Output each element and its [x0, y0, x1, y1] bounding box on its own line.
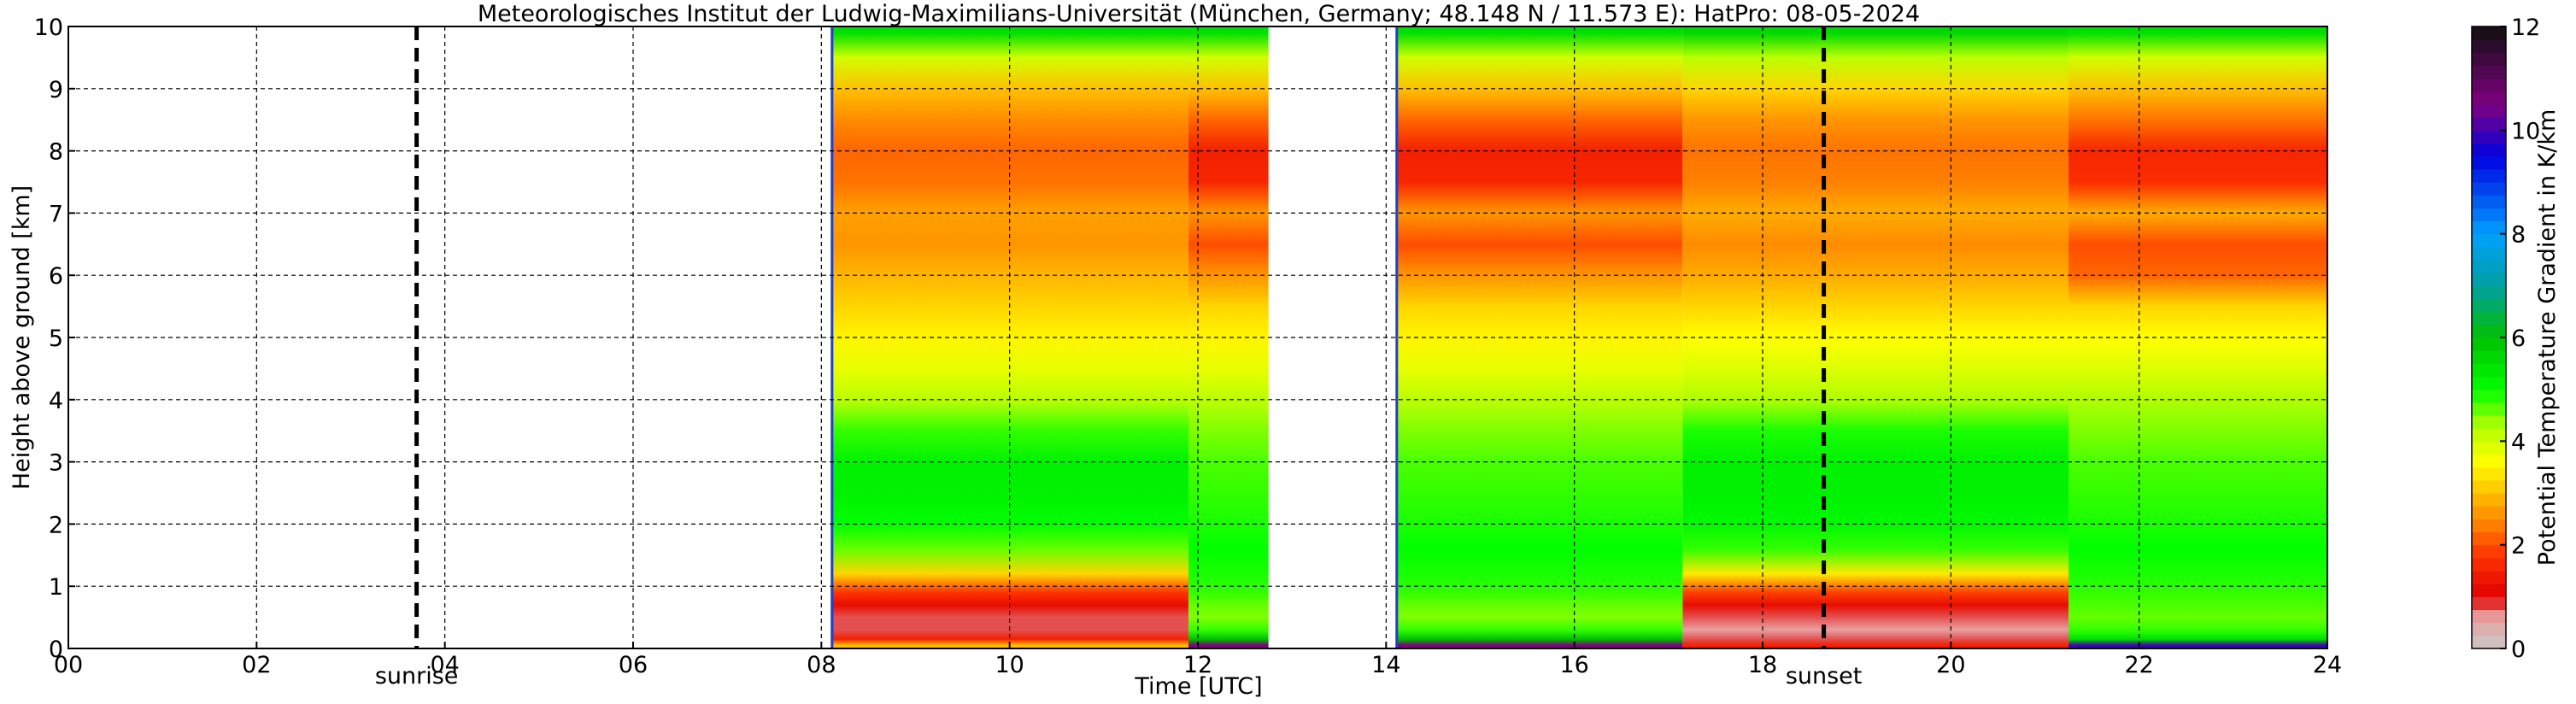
y-tick-label: 0	[49, 637, 63, 663]
y-axis: 0 1 2 3 4 5 6 7 8 9 10	[34, 15, 75, 663]
colorbar-tick-label: 8	[2511, 222, 2526, 249]
colorbar-segment	[2472, 531, 2506, 546]
x-tick-label: 10	[995, 652, 1024, 678]
colorbar-label: Potential Temperature Gradient in K/km	[2534, 109, 2561, 566]
colorbar-segment	[2472, 454, 2506, 468]
y-tick-label: 8	[49, 139, 63, 166]
x-axis-label: Time [UTC]	[1134, 673, 1262, 700]
x-tick-label: 12	[1183, 652, 1212, 678]
colorbar-segment	[2472, 622, 2506, 637]
colorbar-segment	[2472, 52, 2506, 67]
grid-layer	[68, 26, 2327, 648]
colorbar-segment	[2472, 402, 2506, 416]
y-tick-label: 9	[49, 77, 63, 103]
colorbar-segment	[2472, 584, 2506, 597]
colorbar-segment	[2472, 273, 2506, 286]
colorbar-segment	[2472, 544, 2506, 559]
colorbar-tick-label: 12	[2511, 15, 2540, 41]
x-tick-label: 00	[54, 652, 83, 678]
colorbar-segment	[2472, 609, 2506, 624]
y-tick-label: 3	[49, 450, 63, 477]
colorbar-segment	[2472, 208, 2506, 222]
colorbar-segment	[2472, 298, 2506, 313]
colorbar-tick-label: 2	[2511, 533, 2526, 560]
y-axis-label: Height above ground [km]	[9, 185, 35, 490]
colorbar-segment	[2472, 466, 2506, 481]
colorbar-segment	[2472, 39, 2506, 53]
colorbar-segment	[2472, 311, 2506, 326]
colorbar-segment	[2472, 571, 2506, 584]
colorbar-segment	[2472, 441, 2506, 455]
x-axis: 00 02 04 06 08 10 12 14 16 18 20 22 24	[54, 642, 2342, 678]
x-tick-label: 22	[2124, 652, 2153, 678]
x-tick-label: 24	[2313, 652, 2342, 678]
colorbar-segment	[2472, 117, 2506, 131]
colorbar-segment	[2472, 195, 2506, 208]
x-tick-label: 14	[1371, 652, 1400, 678]
colorbar-segment	[2472, 104, 2506, 118]
colorbar: 0 2 4 6 8 10 12	[2471, 15, 2540, 663]
colorbar-segment	[2472, 389, 2506, 403]
colorbar-segment	[2472, 493, 2506, 507]
y-tick-label: 1	[49, 574, 63, 601]
y-tick-label: 10	[34, 15, 63, 41]
x-tick-label: 04	[430, 652, 459, 678]
x-tick-label: 08	[807, 652, 836, 678]
colorbar-segment	[2472, 428, 2506, 442]
colorbar-segment	[2472, 78, 2506, 92]
colorbar-segment	[2472, 246, 2506, 261]
colorbar-segment	[2472, 143, 2506, 157]
colorbar-segment	[2472, 635, 2506, 649]
colorbar-segment	[2472, 65, 2506, 79]
sun-markers: sunrise sunset	[375, 26, 1863, 689]
colorbar-segment	[2472, 337, 2506, 351]
colorbar-segment	[2472, 26, 2506, 40]
x-tick-label: 06	[619, 652, 648, 678]
colorbar-segment	[2472, 376, 2506, 390]
colorbar-segment	[2472, 479, 2506, 494]
segment-edge	[1395, 26, 1399, 648]
colorbar-segment	[2472, 415, 2506, 429]
colorbar-tick-label: 10	[2511, 118, 2540, 144]
chart-title: Meteorologisches Institut der Ludwig-Max…	[478, 1, 1920, 27]
colorbar-segment	[2472, 596, 2506, 611]
colorbar-segment	[2472, 557, 2506, 572]
y-tick-label: 2	[49, 512, 63, 538]
colorbar-segment	[2472, 363, 2506, 378]
colorbar-segment	[2472, 324, 2506, 338]
x-tick-label: 16	[1559, 652, 1588, 678]
y-tick-label: 4	[49, 388, 63, 414]
colorbar-segment	[2472, 91, 2506, 105]
colorbar-tick-label: 4	[2511, 429, 2526, 455]
colorbar-segment	[2472, 260, 2506, 273]
sunrise-label: sunrise	[375, 663, 459, 689]
colorbar-segment	[2472, 220, 2506, 235]
colorbar-segment	[2472, 285, 2506, 300]
colorbar-segment	[2472, 506, 2506, 519]
colorbar-segment	[2472, 350, 2506, 364]
colorbar-segment	[2472, 182, 2506, 196]
colorbar-tick-label: 6	[2511, 326, 2526, 352]
colorbar-segment	[2472, 233, 2506, 248]
colorbar-segment	[2472, 168, 2506, 183]
sunset-label: sunset	[1786, 663, 1863, 689]
colorbar-segment	[2472, 130, 2506, 144]
y-tick-label: 6	[49, 263, 63, 290]
y-tick-label: 7	[49, 201, 63, 227]
colorbar-segment	[2472, 519, 2506, 533]
colorbar-tick-label: 0	[2511, 637, 2526, 663]
x-tick-label: 02	[242, 652, 271, 678]
x-tick-label: 20	[1936, 652, 1965, 678]
colorbar-segment	[2472, 155, 2506, 170]
x-tick-label: 18	[1748, 652, 1777, 678]
y-tick-label: 5	[49, 326, 63, 352]
